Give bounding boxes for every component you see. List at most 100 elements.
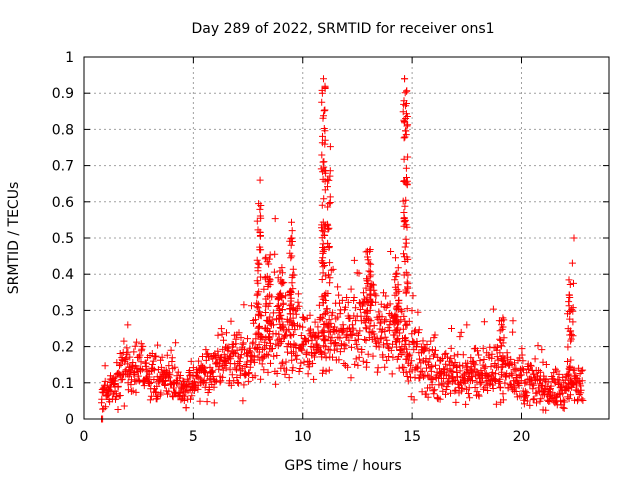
data-point xyxy=(517,371,525,379)
data-point xyxy=(340,324,347,332)
data-point xyxy=(319,218,327,226)
data-point xyxy=(423,341,431,348)
data-point xyxy=(564,384,572,392)
data-point xyxy=(251,358,259,366)
data-point xyxy=(309,360,317,367)
data-point xyxy=(428,363,436,370)
data-point xyxy=(273,370,281,377)
data-point xyxy=(555,377,563,385)
y-tick-label: 0.5 xyxy=(52,231,74,247)
data-point xyxy=(320,335,328,343)
data-point xyxy=(114,406,122,413)
data-point xyxy=(565,291,573,299)
data-point xyxy=(579,397,587,404)
data-point xyxy=(530,381,538,389)
data-point xyxy=(239,397,247,405)
data-point xyxy=(476,357,484,365)
data-point xyxy=(278,269,286,277)
data-point xyxy=(324,239,332,247)
data-point xyxy=(386,318,394,326)
data-point xyxy=(405,340,413,348)
data-point xyxy=(116,392,124,399)
data-point xyxy=(332,299,340,307)
data-point xyxy=(496,327,504,335)
data-point xyxy=(343,294,351,301)
data-point xyxy=(537,376,544,384)
data-point xyxy=(319,366,327,374)
data-point xyxy=(392,254,399,262)
data-point xyxy=(299,323,307,331)
data-point xyxy=(209,373,217,380)
data-point xyxy=(297,359,305,367)
data-point xyxy=(219,373,227,381)
data-point xyxy=(342,342,350,350)
data-point xyxy=(420,346,428,354)
data-point xyxy=(559,396,567,404)
data-point xyxy=(402,239,410,247)
data-point xyxy=(227,355,235,363)
data-point xyxy=(199,353,206,360)
data-point xyxy=(325,224,333,232)
data-point xyxy=(322,309,329,317)
data-point xyxy=(575,391,583,398)
data-point xyxy=(214,331,222,339)
data-point xyxy=(276,339,284,347)
data-point xyxy=(273,352,281,359)
data-point xyxy=(253,277,261,285)
data-point xyxy=(526,401,534,409)
data-point xyxy=(129,387,137,395)
data-point xyxy=(567,391,574,399)
data-point xyxy=(550,369,558,377)
data-point xyxy=(564,358,571,365)
data-point xyxy=(527,361,534,369)
data-point xyxy=(157,356,164,364)
data-point xyxy=(314,323,322,331)
data-point xyxy=(403,320,411,328)
data-point xyxy=(367,329,375,337)
data-point xyxy=(256,322,263,330)
data-point xyxy=(305,358,313,366)
data-point xyxy=(248,302,255,310)
data-point xyxy=(320,195,328,203)
data-point xyxy=(510,366,518,374)
data-point xyxy=(375,308,383,316)
data-point xyxy=(236,354,244,362)
data-point xyxy=(400,312,408,320)
data-point xyxy=(255,323,263,331)
data-point xyxy=(365,315,373,323)
data-point xyxy=(480,364,488,372)
data-point xyxy=(451,359,459,366)
data-point xyxy=(566,281,574,288)
axis-ticks xyxy=(83,56,609,420)
data-point xyxy=(152,352,160,360)
data-point xyxy=(278,360,286,368)
data-point xyxy=(121,356,129,363)
data-point xyxy=(365,267,373,275)
data-point xyxy=(362,298,370,305)
data-point xyxy=(176,372,184,379)
data-point xyxy=(165,362,173,370)
data-point xyxy=(400,177,408,185)
data-point xyxy=(402,336,410,344)
data-point xyxy=(367,260,375,268)
data-point xyxy=(142,359,150,367)
data-point xyxy=(474,347,481,355)
data-point xyxy=(168,354,176,362)
data-point xyxy=(143,366,151,374)
data-point xyxy=(232,335,240,343)
data-point xyxy=(324,290,332,297)
data-point xyxy=(364,350,372,358)
data-point xyxy=(552,365,559,373)
data-point xyxy=(253,256,261,264)
data-point xyxy=(265,260,273,268)
data-point xyxy=(413,340,421,348)
data-point xyxy=(409,292,417,300)
data-point xyxy=(322,367,330,375)
data-point xyxy=(335,291,343,299)
data-point xyxy=(270,268,278,276)
data-point xyxy=(127,381,135,389)
data-point xyxy=(116,362,123,369)
data-point xyxy=(363,359,371,366)
data-point xyxy=(234,379,242,386)
data-point xyxy=(467,354,475,362)
